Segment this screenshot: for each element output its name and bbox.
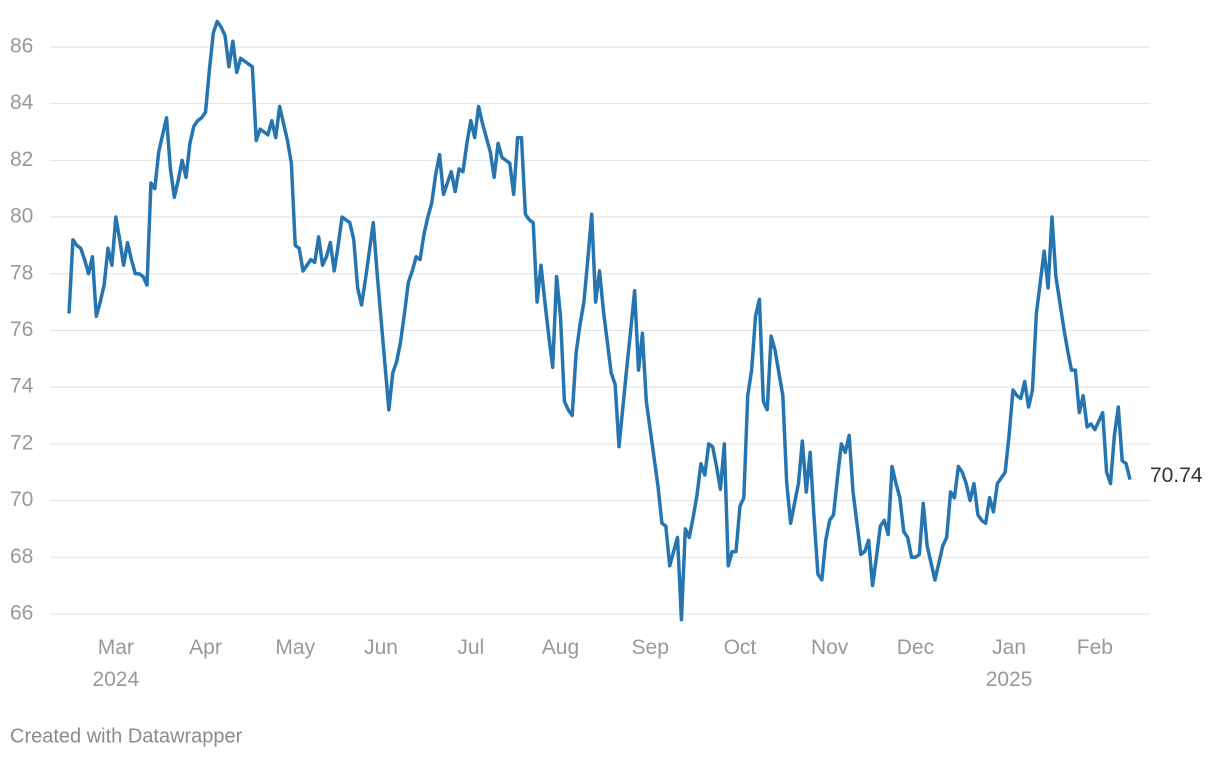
line xyxy=(67,19,1132,622)
y-tick-label: 84 xyxy=(10,91,34,114)
y-tick-label: 74 xyxy=(10,375,34,398)
y-tick-label: 82 xyxy=(10,148,33,171)
y-tick-label: 68 xyxy=(10,545,33,568)
x-tick-label: Aug xyxy=(542,636,579,659)
x-tick-label: Feb xyxy=(1077,636,1113,659)
x-tick-label: Jul xyxy=(457,636,484,659)
x-tick-label: Sep xyxy=(632,636,669,659)
y-tick-label: 66 xyxy=(10,602,33,625)
y-tick-label: 78 xyxy=(10,261,33,284)
x-tick-label: Mar 2024 xyxy=(92,636,139,691)
y-tick-label: 86 xyxy=(10,34,33,57)
end-label: 70.74 xyxy=(1150,464,1203,487)
y-tick-label: 76 xyxy=(10,318,33,341)
x-tick-label: May xyxy=(275,636,315,659)
credit: Created with Datawrapper xyxy=(10,725,243,747)
x-tick-label: Jan 2025 xyxy=(986,636,1033,691)
y-tick-label: 70 xyxy=(10,488,33,511)
y-tick-label: 72 xyxy=(10,431,33,454)
x-tick-label: Apr xyxy=(189,636,222,659)
x-tick-label: Nov xyxy=(811,636,849,659)
x-tick-label: Jun xyxy=(364,636,398,659)
y-tick-label: 80 xyxy=(10,205,33,228)
x-tick-label: Oct xyxy=(724,636,757,659)
x-tick-label: Dec xyxy=(897,636,934,659)
